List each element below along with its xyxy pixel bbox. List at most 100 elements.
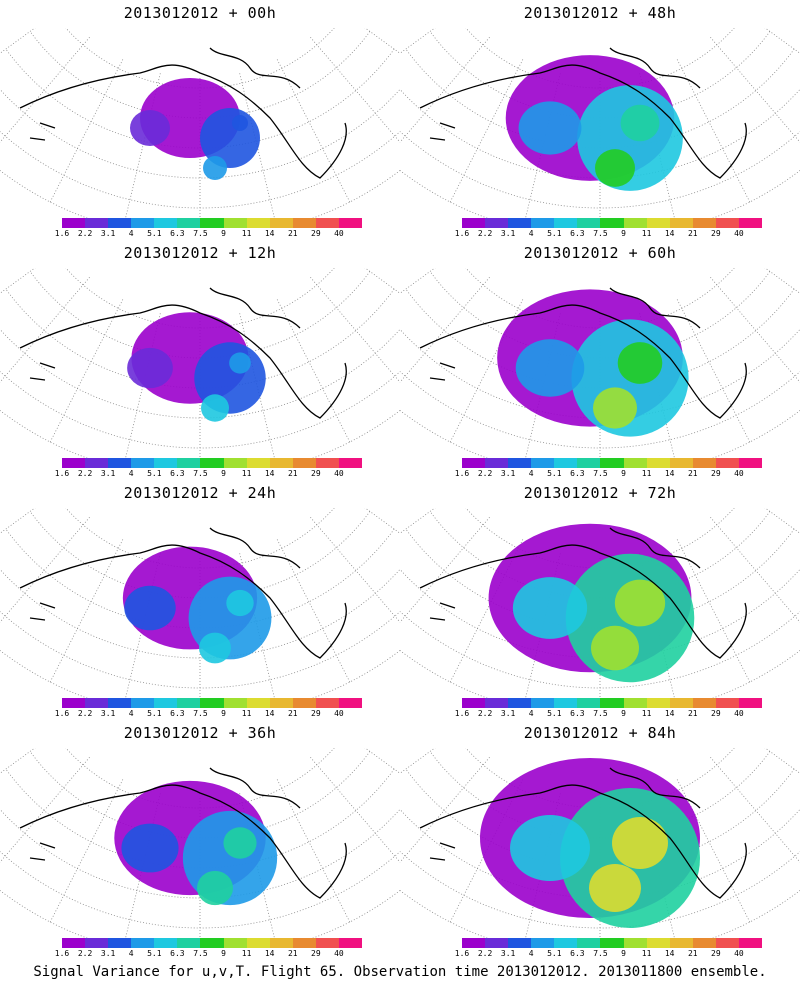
variance-field bbox=[223, 827, 257, 859]
colorbar-swatch bbox=[62, 458, 86, 468]
colorbar-swatch bbox=[338, 938, 363, 948]
colorbar-swatch bbox=[738, 458, 763, 468]
colorbar-label: 1.6 bbox=[454, 229, 470, 238]
map-panel: 2013012012 + 24h 1.6 2.2 3.1 4 5.1 6.3 7.5 9 11 14… bbox=[0, 480, 400, 720]
colorbar-label: 11 bbox=[241, 949, 252, 958]
latitude-line bbox=[400, 328, 800, 419]
colorbar-swatch bbox=[577, 218, 601, 228]
colorbar-label: 7.5 bbox=[193, 949, 208, 958]
colorbar-swatch bbox=[646, 938, 670, 948]
colorbar-swatch bbox=[246, 218, 270, 228]
colorbar-label: 14 bbox=[664, 229, 675, 238]
panel-title: 2013012012 + 60h bbox=[523, 244, 677, 262]
colorbar-label: 14 bbox=[264, 469, 275, 478]
panel-title: 2013012012 + 48h bbox=[523, 4, 677, 22]
colorbar: 1.6 2.2 3.1 4 5.1 6.3 7.5 9 11 14 21 29 40 bbox=[455, 458, 763, 480]
longitude-line bbox=[0, 268, 36, 294]
colorbar-label: 40 bbox=[334, 229, 344, 238]
colorbar-label: 3.1 bbox=[500, 469, 516, 478]
colorbar-swatch bbox=[223, 938, 247, 948]
colorbar-label: 9 bbox=[221, 469, 226, 478]
colorbar-swatch bbox=[200, 458, 224, 468]
colorbar-label: 6.3 bbox=[170, 949, 185, 958]
variance-field bbox=[232, 115, 248, 131]
map-panel: 2013012012 + 84h 1.6 2.2 3.1 4 5.1 6.3 7.5 9 11 14… bbox=[400, 720, 800, 960]
colorbar-label: 1.6 bbox=[54, 709, 70, 718]
colorbar-label: 11 bbox=[641, 709, 652, 718]
panel-title: 2013012012 + 72h bbox=[523, 484, 677, 502]
colorbar-swatch bbox=[246, 458, 270, 468]
longitude-line bbox=[0, 517, 90, 623]
colorbar-label: 14 bbox=[664, 709, 675, 718]
colorbar-swatch bbox=[692, 698, 716, 708]
colorbar-label: 5.1 bbox=[147, 229, 162, 238]
polar-map bbox=[400, 268, 800, 458]
colorbar-label: 3.1 bbox=[100, 709, 116, 718]
colorbar-swatch bbox=[692, 938, 716, 948]
colorbar-swatch bbox=[508, 458, 532, 468]
colorbar-swatch bbox=[246, 938, 270, 948]
colorbar-swatch bbox=[485, 218, 509, 228]
longitude-line bbox=[400, 757, 490, 863]
colorbar-swatch bbox=[85, 458, 109, 468]
colorbar-swatch bbox=[692, 218, 716, 228]
colorbar-swatch bbox=[131, 938, 155, 948]
colorbar-swatch bbox=[554, 938, 578, 948]
colorbar-label: 4 bbox=[128, 229, 134, 238]
colorbar-label: 5.1 bbox=[147, 949, 162, 958]
longitude-line bbox=[0, 28, 36, 54]
colorbar-swatch bbox=[623, 218, 647, 228]
polar-map bbox=[400, 748, 800, 938]
longitude-line bbox=[364, 28, 400, 54]
coastline bbox=[419, 767, 747, 899]
colorbar-label: 29 bbox=[311, 229, 321, 238]
colorbar-label: 14 bbox=[264, 709, 275, 718]
colorbar-label: 3.1 bbox=[100, 469, 116, 478]
colorbar-label: 3.1 bbox=[500, 709, 516, 718]
variance-field bbox=[226, 589, 254, 617]
colorbar-swatch bbox=[315, 218, 339, 228]
colorbar-label: 14 bbox=[664, 949, 675, 958]
colorbar-swatch bbox=[154, 218, 178, 228]
colorbar-swatch bbox=[131, 218, 155, 228]
colorbar: 1.6 2.2 3.1 4 5.1 6.3 7.5 9 11 14 21 29 40 bbox=[55, 218, 363, 240]
variance-field bbox=[512, 577, 588, 639]
longitude-line bbox=[364, 268, 400, 294]
colorbar-swatch bbox=[315, 938, 339, 948]
panel-title: 2013012012 + 00h bbox=[123, 4, 277, 22]
colorbar-swatch bbox=[715, 938, 739, 948]
colorbar-label: 29 bbox=[311, 949, 321, 958]
longitude-line bbox=[310, 37, 400, 143]
colorbar-label: 2.2 bbox=[77, 229, 93, 238]
variance-field bbox=[121, 823, 179, 873]
colorbar-swatch bbox=[600, 698, 624, 708]
colorbar-label: 7.5 bbox=[593, 709, 608, 718]
map-panel: 2013012012 + 72h 1.6 2.2 3.1 4 5.1 6.3 7.5 9 11 14… bbox=[400, 480, 800, 720]
latitude-line bbox=[0, 808, 400, 899]
colorbar-label: 2.2 bbox=[77, 709, 93, 718]
longitude-line bbox=[764, 268, 800, 294]
longitude-line bbox=[49, 539, 124, 683]
polar-map bbox=[0, 268, 400, 458]
colorbar-swatch bbox=[177, 938, 201, 948]
colorbar-label: 21 bbox=[687, 709, 698, 718]
longitude-line bbox=[764, 28, 800, 54]
longitude-line bbox=[49, 779, 124, 923]
colorbar-label: 9 bbox=[221, 709, 226, 718]
colorbar-label: 7.5 bbox=[593, 469, 608, 478]
colorbar-label: 5.1 bbox=[147, 469, 162, 478]
map-panel: 2013012012 + 36h 1.6 2.2 3.1 4 5.1 6.3 7.5 9 11 14… bbox=[0, 720, 400, 960]
colorbar-label: 1.6 bbox=[54, 229, 70, 238]
colorbar-swatch bbox=[669, 938, 693, 948]
colorbar-swatch bbox=[85, 698, 109, 708]
longitude-line bbox=[400, 508, 436, 534]
colorbar-swatch bbox=[669, 698, 693, 708]
colorbar-swatch bbox=[646, 698, 670, 708]
colorbar-swatch bbox=[462, 458, 486, 468]
colorbar-label: 4 bbox=[528, 709, 534, 718]
longitude-line bbox=[710, 517, 800, 623]
variance-field bbox=[518, 101, 582, 155]
colorbar-swatch bbox=[154, 458, 178, 468]
colorbar-label: 29 bbox=[311, 469, 321, 478]
colorbar-label: 29 bbox=[711, 469, 721, 478]
